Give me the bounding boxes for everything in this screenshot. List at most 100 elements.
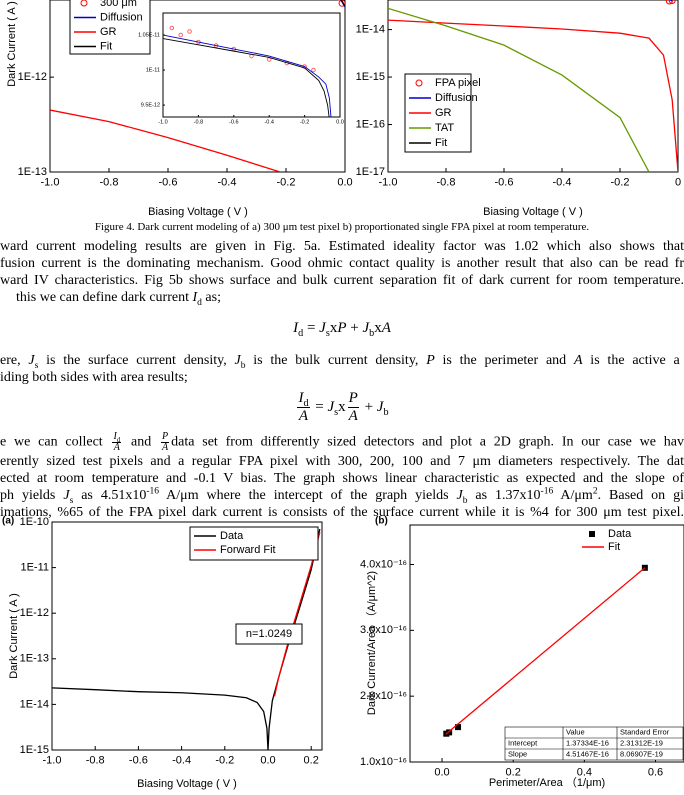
text-run: and [123,434,160,450]
plot-content [163,25,332,117]
text-run: = [311,398,328,415]
y-tick-label: 1E-12 [20,607,49,619]
math-var: A [381,320,391,336]
annotation: n=1.0249 [246,628,292,640]
text-run: . Based on gi [597,488,684,503]
y-axis-label: Dark Current ( A ) [8,593,20,679]
table-cell: 4.51467E-16 [566,749,609,758]
series-line [50,109,281,172]
text-run: = [303,320,320,336]
data-point [668,0,676,4]
legend-label: Diffusion [100,11,143,23]
text-run: + [346,320,363,336]
table-box [504,726,684,761]
plot-area [51,521,323,751]
text-run: ward IV characteristics. Fig 5b shows su… [0,273,684,288]
superscript: -16 [146,486,160,497]
y-tick-label: 1E-11 [20,562,49,574]
subscript: b [240,360,246,371]
x-axis-label: Biasing Voltage ( V ) [148,206,248,218]
legend-symbol [415,79,423,87]
y-tick-label: 4.0x10⁻¹⁶ [360,558,407,570]
text-run: as 1.37x10 [467,488,541,503]
subscript: d [116,437,121,444]
x-tick-label: -0.4 [553,176,572,188]
denominator: A [112,443,121,453]
x-tick-label: -0.6 [229,120,238,126]
x-tick-label: -0.2 [277,176,296,188]
superscript: -16 [540,486,554,497]
text-run: + [360,398,377,415]
text-run: is the bulk current density, [245,353,427,368]
math-var: I [293,320,299,336]
x-tick-label: 0.6 [648,766,663,778]
text-run: ected at room temperature and -0.1 V bia… [0,471,684,486]
text-run: erently sized test pixels and a regular … [0,454,684,469]
equation: Id = JsxP + JbxA [0,320,684,339]
math-var: A [162,442,169,453]
legend-label: Fit [608,541,620,553]
math-var: J [362,320,370,336]
numerator: Id [297,390,310,409]
plot-area [387,0,679,173]
math-var: J [456,488,463,503]
text-line: imations, %65 of the FPA pixel dark curr… [0,504,684,521]
math-var: A [573,353,583,368]
x-tick-label: -0.4 [218,176,237,188]
y-axis-label: Dark Current ( A ) [6,1,18,87]
text-run: A/μm [553,488,593,503]
x-tick-label: -0.6 [159,176,178,188]
subscript: d [197,297,202,308]
y-tick-label: 2.0x10⁻¹⁶ [360,690,407,702]
math-var: J [28,353,35,368]
y-tick-label: 1E-17 [356,166,385,178]
superscript: 2 [592,486,598,497]
table-cell: 8.06907E-19 [620,749,663,758]
y-tick-label: 1E-16 [356,118,385,130]
math-var: I [113,431,117,442]
table-cell: Slope [508,749,527,758]
legend-label: Diffusion [435,92,478,104]
y-tick-label: 1E-13 [18,166,47,178]
text-run: ere, [0,353,29,368]
data-point [169,25,175,31]
legend-symbol [589,531,595,537]
equation: Id A = Jsx P A + Jb [0,390,684,425]
text-line: erently sized test pixels and a regular … [0,453,684,470]
math-var: A [298,408,309,424]
plot-area [49,0,346,173]
series-line [163,38,330,117]
legend-label: Data [220,530,244,542]
subscript: s [334,406,339,418]
legend-label: FPA pixel [435,77,481,89]
subscript: b [383,406,389,418]
legend-label: Data [608,528,632,540]
text-line: ected at room temperature and -0.1 V bia… [0,470,684,487]
legend-label: Forward Fit [220,544,276,556]
text-run: A/μm where the intercept of the graph yi… [159,488,457,503]
table-header: Standard Error [620,727,670,736]
math-var: P [337,320,347,336]
math-var: P [348,390,358,406]
data-point [178,32,183,38]
math-var: J [319,320,326,336]
x-tick-label: -0.8 [86,754,105,766]
fraction: Id A [297,390,310,425]
legend-label: Fit [100,40,112,52]
data-point [187,29,192,34]
data-point [311,67,316,73]
text-run: fusion current is the dominating mechani… [0,256,684,271]
x-tick-label: 0.0 [337,176,352,188]
y-tick-label: 9.5E-12 [141,103,160,109]
text-line: ere, Js is the surface current density, … [0,352,680,371]
subscript: b [462,495,468,506]
x-tick-label: -1.0 [158,120,167,126]
x-tick-label: 0.2 [506,766,521,778]
denominator: A [348,408,359,425]
panel-label: (a) [2,516,14,527]
math-var: I [192,290,198,305]
text-run: x [374,320,382,336]
